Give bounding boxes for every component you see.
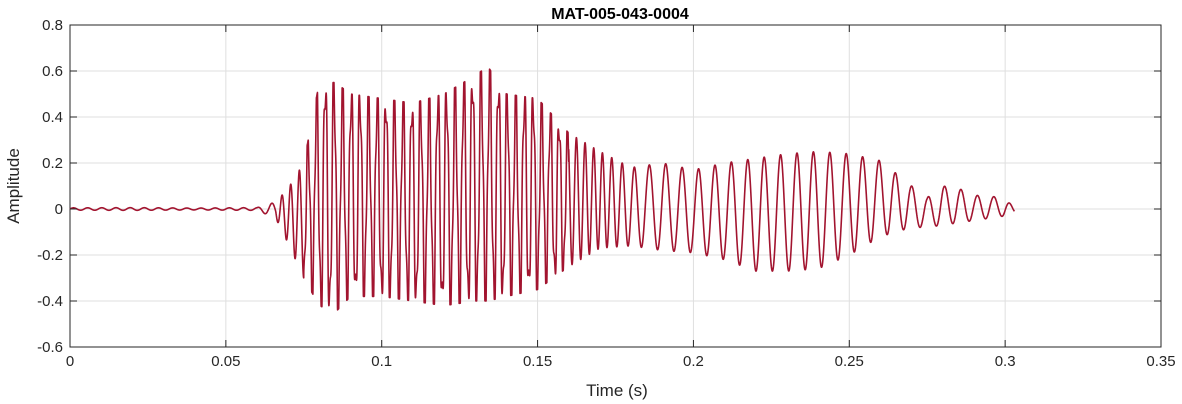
x-axis-label: Time (s) bbox=[586, 381, 648, 400]
y-tick-label: -0.4 bbox=[37, 293, 63, 310]
y-tick-label: 0 bbox=[55, 201, 63, 218]
x-tick-label: 0 bbox=[66, 353, 74, 370]
y-tick-label: 0.6 bbox=[42, 63, 63, 80]
y-tick-label: 0.4 bbox=[42, 109, 63, 126]
x-tick-label: 0.05 bbox=[211, 353, 240, 370]
chart-title: MAT-005-043-0004 bbox=[551, 6, 689, 23]
y-tick-label: 0.8 bbox=[42, 17, 63, 34]
y-tick-label: -0.2 bbox=[37, 247, 63, 264]
x-tick-label: 0.25 bbox=[835, 353, 864, 370]
x-tick-label: 0.3 bbox=[995, 353, 1016, 370]
y-axis-label: Amplitude bbox=[4, 148, 23, 224]
x-tick-label: 0.15 bbox=[523, 353, 552, 370]
x-tick-labels: 0 0.05 0.1 0.15 0.2 0.25 0.3 0.35 bbox=[66, 353, 1176, 370]
y-tick-labels: -0.6 -0.4 -0.2 0 0.2 0.4 0.6 0.8 bbox=[37, 17, 63, 356]
x-tick-label: 0.35 bbox=[1146, 353, 1175, 370]
tick-marks bbox=[69, 24, 1162, 348]
x-tick-label: 0.1 bbox=[371, 353, 392, 370]
waveform-line bbox=[69, 68, 1016, 311]
series-group bbox=[69, 68, 1016, 311]
grid bbox=[69, 24, 1162, 348]
y-tick-label: -0.6 bbox=[37, 339, 63, 356]
x-tick-label: 0.2 bbox=[683, 353, 704, 370]
y-tick-label: 0.2 bbox=[42, 155, 63, 172]
plot-area bbox=[69, 24, 1162, 348]
